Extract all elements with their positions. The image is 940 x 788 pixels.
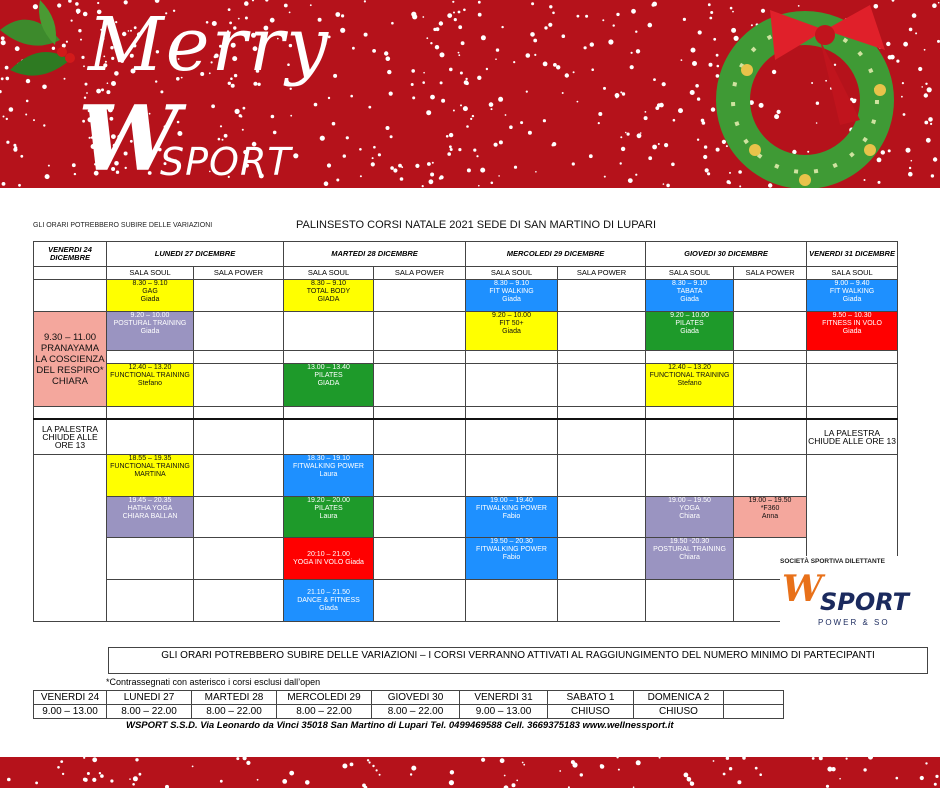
- footer-address: WSPORT S.S.D. Via Leonardo da Vinci 3501…: [126, 720, 674, 731]
- class-cell-pranayama: 9.30 – 11.00 PRANAYAMA LA COSCIENZA DEL R…: [33, 311, 107, 407]
- room-header-power: SALA POWER: [557, 266, 647, 280]
- asterisk-note: *Contrassegnati con asterisco i corsi es…: [106, 677, 321, 687]
- header-banner: Merry W SPORT: [0, 0, 940, 188]
- hours-time: 8.00 – 22.00: [371, 704, 460, 719]
- class-cell: 12.40 – 13.20 FUNCTIONAL TRAINING Stefano: [645, 363, 735, 407]
- class-cell: 20:10 – 21.00 YOGA IN VOLO Giada: [283, 537, 374, 580]
- class-cell: 9.20 – 10.00 FIT 50+ Giada: [465, 311, 559, 351]
- merry-text: Merry: [88, 2, 331, 88]
- class-cell: 19.45 – 20.35 HATHA YOGA CHIARA BALLAN: [106, 496, 194, 538]
- class-cell: 19.20 – 20.00 PILATES Laura: [283, 496, 374, 538]
- hours-time: 9.00 – 13.00: [33, 704, 107, 719]
- class-cell: 19.00 – 19.50 *F360 Anna: [733, 496, 808, 538]
- activation-notice: GLI ORARI POTREBBERO SUBIRE DELLE VARIAZ…: [108, 647, 928, 674]
- hours-day: MERCOLEDI 29: [276, 690, 372, 705]
- hours-day: VENERDI 24: [33, 690, 107, 705]
- day-header-lun27: LUNEDI 27 DICEMBRE: [106, 241, 284, 267]
- w-logo-letter: W: [78, 86, 180, 188]
- wreath-icon: [716, 5, 894, 188]
- class-cell: 8.30 – 9.10 GAG Giada: [106, 279, 194, 312]
- day-header-ven24: VENERDI 24 DICEMBRE: [33, 241, 107, 267]
- page-title: PALINSESTO CORSI NATALE 2021 SEDE DI SAN…: [296, 219, 657, 231]
- class-cell: 19.00 – 19.40 FITWALKING POWER Fabio: [465, 496, 559, 538]
- class-cell: 9.20 – 10.00 POSTURAL TRAINING Giada: [106, 311, 194, 351]
- class-cell: 8.30 – 9.10 FIT WALKING Giada: [465, 279, 559, 312]
- room-header-soul: SALA SOUL: [645, 266, 735, 280]
- room-header-soul: SALA SOUL: [806, 266, 899, 280]
- class-cell: 18.30 – 19.10 FITWALKING POWER Laura: [283, 454, 374, 497]
- class-cell: 8.30 – 9.10 TABATA Giada: [645, 279, 735, 312]
- hours-time: CHIUSO: [547, 704, 634, 719]
- class-cell: 13.00 – 13.40 PILATES GIADA: [283, 363, 374, 407]
- footer-banner: [0, 757, 940, 788]
- hours-day: MARTEDI 28: [191, 690, 277, 705]
- hours-day: GIOVEDI 30: [371, 690, 460, 705]
- class-cell: 21.10 – 21.50 DANCE & FITNESS Giada: [283, 579, 374, 622]
- class-cell: 12.40 – 13.20 FUNCTIONAL TRAINING Stefano: [106, 363, 194, 407]
- class-cell: 19.50 -20.30 POSTURAL TRAINING Chiara: [645, 537, 735, 580]
- room-header-power: SALA POWER: [733, 266, 808, 280]
- hours-day: LUNEDI 27: [106, 690, 192, 705]
- hours-time: 9.00 – 13.00: [459, 704, 548, 719]
- hours-time: CHIUSO: [633, 704, 724, 719]
- hours-time: 8.00 – 22.00: [276, 704, 372, 719]
- class-cell: 18.55 – 19.35 FUNCTIONAL TRAINING MARTINA: [106, 454, 194, 497]
- day-header-ven31: VENERDI 31 DICEMBRE: [806, 241, 899, 267]
- day-header-mer29: MERCOLEDI 29 DICEMBRE: [465, 241, 647, 267]
- variation-note: GLI ORARI POTREBBERO SUBIRE DELLE VARIAZ…: [33, 222, 213, 229]
- sport-logo-text: SPORT: [160, 140, 292, 184]
- day-header-gio30: GIOVEDI 30 DICEMBRE: [645, 241, 808, 267]
- wsport-corner-logo: SOCIETÀ SPORTIVA DILETTANTE W SPORT POWE…: [780, 556, 909, 632]
- room-header-soul: SALA SOUL: [283, 266, 374, 280]
- hours-day: DOMENICA 2: [633, 690, 724, 705]
- closure-note: LA PALESTRA CHIUDE ALLE ORE 13: [806, 417, 899, 455]
- room-header-power: SALA POWER: [372, 266, 467, 280]
- closure-note: LA PALESTRA CHIUDE ALLE ORE 13: [33, 417, 107, 455]
- class-cell: 9.00 – 9.40 FIT WALKING Giada: [806, 279, 899, 312]
- room-header-power: SALA POWER: [193, 266, 284, 280]
- class-cell: 9.50 – 10.30 FITNESS IN VOLO Giada: [806, 311, 899, 351]
- room-header-soul: SALA SOUL: [106, 266, 194, 280]
- hours-day: SABATO 1: [547, 690, 634, 705]
- hours-day: VENERDI 31: [459, 690, 548, 705]
- schedule-table: VENERDI 24 DICEMBRE LUNEDI 27 DICEMBRE M…: [33, 241, 899, 622]
- opening-hours-table: VENERDI 24 LUNEDI 27 MARTEDI 28 MERCOLED…: [33, 690, 784, 719]
- class-cell: 8.30 – 9.10 TOTAL BODY GIADA: [283, 279, 374, 312]
- class-cell: 19.00 – 19.50 YOGA Chiara: [645, 496, 735, 538]
- hours-time: 8.00 – 22.00: [106, 704, 192, 719]
- snow-dots: [7, 757, 939, 788]
- room-header-soul: SALA SOUL: [465, 266, 559, 280]
- hours-time: 8.00 – 22.00: [191, 704, 277, 719]
- day-header-mar28: MARTEDI 28 DICEMBRE: [282, 241, 467, 267]
- class-cell: 9.20 – 10.00 PILATES Giada: [645, 311, 735, 351]
- class-cell: 19.50 – 20.30 FITWALKING POWER Fabio: [465, 537, 559, 580]
- holly-icon: [0, 0, 75, 76]
